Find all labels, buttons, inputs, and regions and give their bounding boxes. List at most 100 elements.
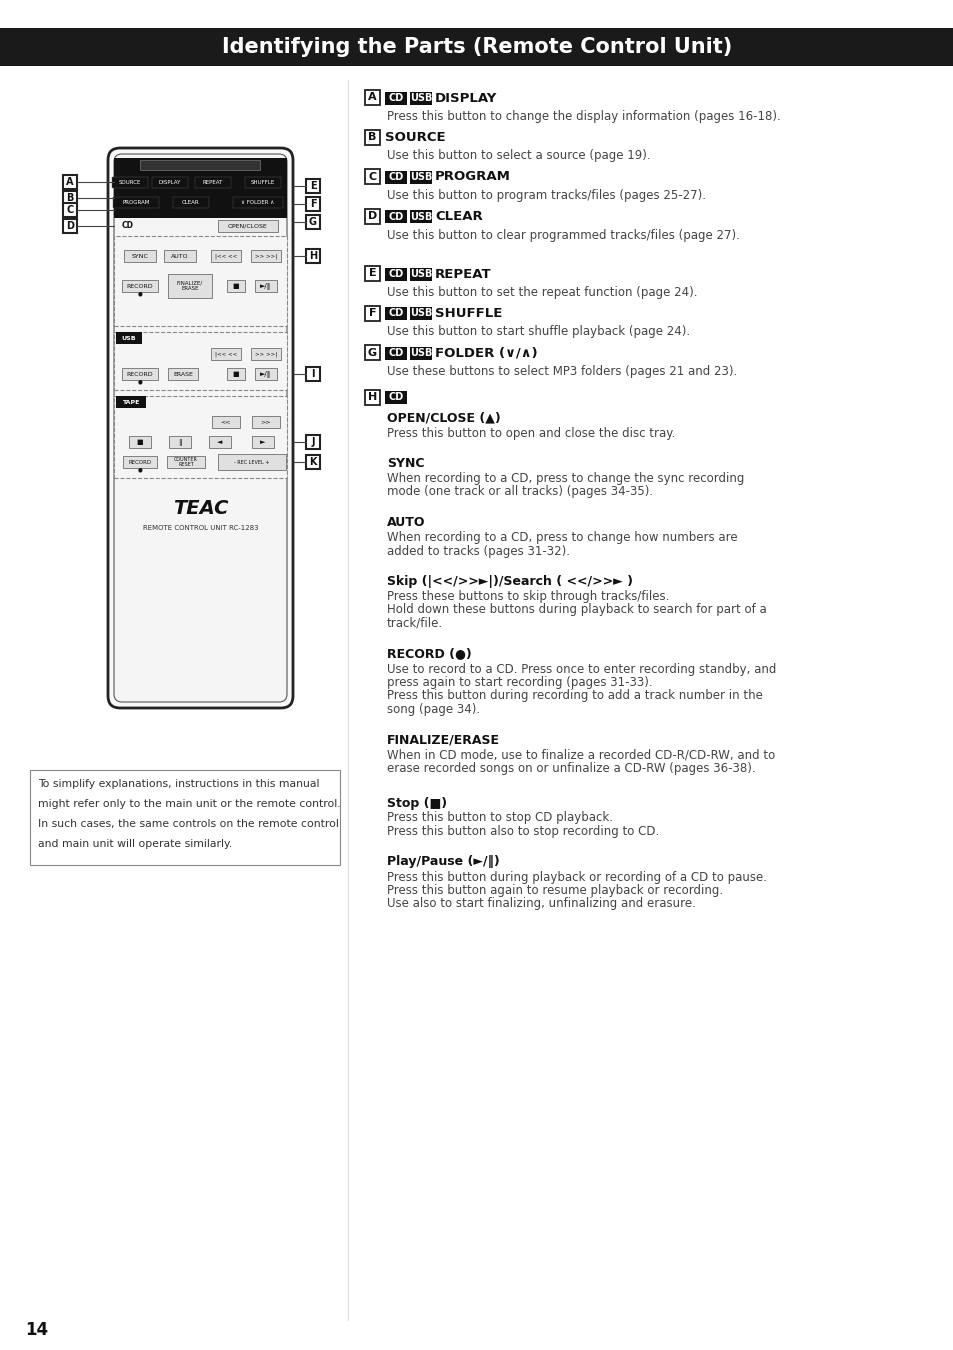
Text: USB: USB bbox=[410, 171, 432, 182]
FancyBboxPatch shape bbox=[194, 177, 231, 188]
Text: Press these buttons to skip through tracks/files.: Press these buttons to skip through trac… bbox=[387, 590, 669, 603]
Text: Use this button to start shuffle playback (page 24).: Use this button to start shuffle playbac… bbox=[387, 325, 689, 339]
Text: ►: ► bbox=[260, 439, 265, 446]
FancyBboxPatch shape bbox=[252, 436, 274, 448]
Text: Use this button to clear programmed tracks/files (page 27).: Use this button to clear programmed trac… bbox=[387, 228, 740, 242]
FancyBboxPatch shape bbox=[306, 367, 319, 381]
FancyBboxPatch shape bbox=[30, 769, 339, 865]
Text: D: D bbox=[368, 211, 376, 221]
Text: |<< <<: |<< << bbox=[214, 254, 237, 259]
Text: USB: USB bbox=[122, 336, 136, 340]
FancyBboxPatch shape bbox=[63, 176, 77, 189]
Text: >> >>|: >> >>| bbox=[254, 254, 276, 259]
FancyBboxPatch shape bbox=[365, 390, 379, 405]
Text: H: H bbox=[309, 251, 316, 261]
FancyBboxPatch shape bbox=[385, 92, 407, 104]
FancyBboxPatch shape bbox=[385, 267, 407, 281]
Text: might refer only to the main unit or the remote control.: might refer only to the main unit or the… bbox=[38, 799, 340, 809]
Text: ■: ■ bbox=[136, 439, 143, 446]
FancyBboxPatch shape bbox=[410, 267, 432, 281]
FancyBboxPatch shape bbox=[112, 197, 159, 208]
FancyBboxPatch shape bbox=[140, 161, 260, 170]
Text: G: G bbox=[368, 347, 376, 358]
Text: A: A bbox=[368, 93, 376, 103]
Text: Press this button during recording to add a track number in the: Press this button during recording to ad… bbox=[387, 690, 762, 702]
Text: COUNTER
RESET: COUNTER RESET bbox=[173, 456, 197, 467]
Text: USB: USB bbox=[410, 348, 432, 358]
FancyBboxPatch shape bbox=[227, 279, 245, 292]
Text: REPEAT: REPEAT bbox=[203, 180, 223, 185]
Text: SOURCE: SOURCE bbox=[385, 131, 445, 144]
FancyBboxPatch shape bbox=[167, 456, 205, 468]
FancyBboxPatch shape bbox=[227, 369, 245, 379]
Text: DISPLAY: DISPLAY bbox=[158, 180, 181, 185]
Text: ERASE: ERASE bbox=[172, 371, 193, 377]
Text: Use to record to a CD. Press once to enter recording standby, and: Use to record to a CD. Press once to ent… bbox=[387, 663, 776, 675]
Text: |<< <<: |<< << bbox=[214, 351, 237, 356]
Text: 14: 14 bbox=[25, 1322, 48, 1339]
FancyBboxPatch shape bbox=[251, 250, 281, 262]
FancyBboxPatch shape bbox=[306, 248, 319, 263]
Text: ●: ● bbox=[137, 467, 142, 472]
Text: mode (one track or all tracks) (pages 34-35).: mode (one track or all tracks) (pages 34… bbox=[387, 486, 653, 498]
FancyBboxPatch shape bbox=[63, 219, 77, 234]
Text: USB: USB bbox=[410, 309, 432, 319]
FancyBboxPatch shape bbox=[385, 392, 407, 404]
Text: PROGRAM: PROGRAM bbox=[122, 200, 150, 204]
FancyBboxPatch shape bbox=[113, 396, 287, 478]
Text: Stop (■): Stop (■) bbox=[387, 796, 447, 810]
FancyBboxPatch shape bbox=[169, 436, 191, 448]
FancyBboxPatch shape bbox=[365, 346, 379, 360]
Text: J: J bbox=[311, 437, 314, 447]
Text: Press this button to stop CD playback.: Press this button to stop CD playback. bbox=[387, 811, 613, 825]
FancyBboxPatch shape bbox=[385, 306, 407, 320]
Text: E: E bbox=[310, 181, 316, 190]
Text: E: E bbox=[368, 269, 375, 278]
Text: ‖: ‖ bbox=[178, 439, 182, 446]
Text: Use this button to select a source (page 19).: Use this button to select a source (page… bbox=[387, 150, 650, 162]
Text: SYNC: SYNC bbox=[132, 254, 149, 258]
Text: G: G bbox=[309, 217, 316, 227]
FancyBboxPatch shape bbox=[306, 180, 319, 193]
Text: F: F bbox=[310, 198, 316, 209]
Text: >>: >> bbox=[260, 420, 271, 424]
Text: USB: USB bbox=[410, 212, 432, 221]
Text: RECORD: RECORD bbox=[127, 371, 153, 377]
FancyBboxPatch shape bbox=[211, 348, 241, 360]
FancyBboxPatch shape bbox=[108, 148, 293, 707]
Text: Press this button also to stop recording to CD.: Press this button also to stop recording… bbox=[387, 825, 659, 838]
FancyBboxPatch shape bbox=[122, 279, 158, 292]
Text: song (page 34).: song (page 34). bbox=[387, 703, 479, 716]
FancyBboxPatch shape bbox=[410, 211, 432, 223]
FancyBboxPatch shape bbox=[233, 197, 283, 208]
Text: RECORD: RECORD bbox=[129, 459, 152, 464]
FancyBboxPatch shape bbox=[164, 250, 195, 262]
FancyBboxPatch shape bbox=[410, 92, 432, 104]
FancyBboxPatch shape bbox=[410, 170, 432, 184]
FancyBboxPatch shape bbox=[63, 190, 77, 205]
FancyBboxPatch shape bbox=[0, 28, 953, 66]
FancyBboxPatch shape bbox=[218, 454, 286, 470]
Text: Use this button to set the repeat function (page 24).: Use this button to set the repeat functi… bbox=[387, 286, 697, 298]
Text: Hold down these buttons during playback to search for part of a: Hold down these buttons during playback … bbox=[387, 603, 766, 617]
Text: added to tracks (pages 31-32).: added to tracks (pages 31-32). bbox=[387, 544, 569, 558]
FancyBboxPatch shape bbox=[365, 169, 379, 184]
Text: SHUFFLE: SHUFFLE bbox=[435, 306, 502, 320]
Text: CD: CD bbox=[388, 393, 403, 402]
Text: - REC LEVEL +: - REC LEVEL + bbox=[234, 459, 270, 464]
Text: OPEN/CLOSE: OPEN/CLOSE bbox=[228, 224, 268, 228]
FancyBboxPatch shape bbox=[306, 197, 319, 211]
FancyBboxPatch shape bbox=[385, 347, 407, 359]
FancyBboxPatch shape bbox=[306, 215, 319, 230]
Text: ■: ■ bbox=[233, 371, 239, 377]
Text: RECORD (●): RECORD (●) bbox=[387, 648, 471, 660]
Text: REPEAT: REPEAT bbox=[435, 267, 491, 281]
FancyBboxPatch shape bbox=[254, 369, 276, 379]
Text: erase recorded songs on or unfinalize a CD-RW (pages 36-38).: erase recorded songs on or unfinalize a … bbox=[387, 761, 755, 775]
FancyBboxPatch shape bbox=[112, 177, 148, 188]
Text: TEAC: TEAC bbox=[172, 498, 228, 517]
Text: press again to start recording (pages 31-33).: press again to start recording (pages 31… bbox=[387, 676, 652, 688]
Text: and main unit will operate similarly.: and main unit will operate similarly. bbox=[38, 838, 232, 849]
FancyBboxPatch shape bbox=[365, 130, 379, 144]
FancyBboxPatch shape bbox=[410, 347, 432, 359]
